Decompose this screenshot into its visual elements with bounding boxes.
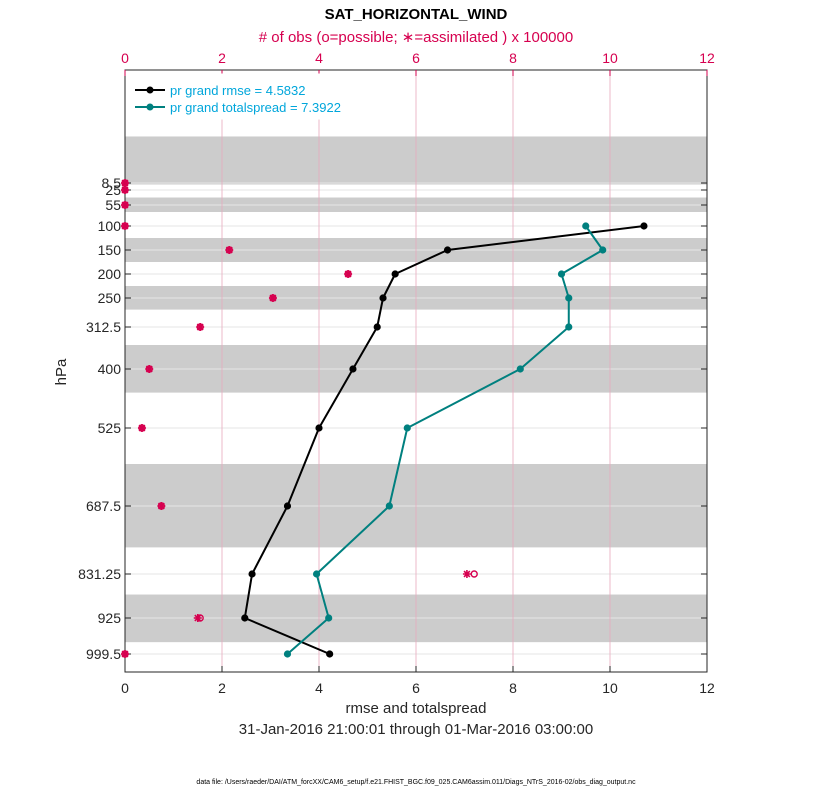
top-tick-label: 2 [218,50,226,66]
obs-assimilated-marker [121,179,129,187]
x-tick-label: 12 [699,680,715,696]
rmse-point [373,323,381,331]
totalspread-point [565,294,573,302]
obs-assimilated-marker [462,570,471,578]
totalspread-point [516,365,524,373]
totalspread-point [325,614,333,622]
obs-assimilated-marker [193,614,202,622]
rmse-point [315,424,323,432]
obs-assimilated-marker [225,246,234,254]
legend: pr grand rmse = 4.5832 pr grand totalspr… [128,73,366,120]
y-tick-label: 8.5 [102,175,122,191]
obs-assimilated-marker [344,270,353,278]
totalspread-point [283,650,292,658]
y-tick-label: 999.5 [86,646,121,662]
totalspread-point [557,270,566,278]
x-tick-label: 10 [602,680,618,696]
y-axis-label: hPa [53,358,70,385]
footer-data-file: data file: /Users/raeder/DAI/ATM_forcXX/… [196,779,636,786]
y-tick-label: 831.25 [78,566,121,582]
top-tick-label: 12 [699,50,715,66]
top-tick-label: 6 [412,50,420,66]
grid-lines [125,70,707,672]
top-tick-label: 0 [121,50,129,66]
y-tick-label: 525 [98,420,122,436]
y-tick-label: 55 [105,197,121,213]
x-tick-label: 4 [315,680,323,696]
totalspread-point [582,222,590,230]
y-tick-label: 200 [98,266,122,282]
totalspread-point [599,246,607,254]
totalspread-point [403,424,411,432]
rmse-point [349,365,357,373]
date-range-label: 31-Jan-2016 21:00:01 through 01-Mar-2016… [239,721,593,738]
obs-possible-marker [470,570,478,578]
y-tick-label: 25 [105,182,121,198]
obs-assimilated-marker [145,365,154,373]
rmse-point [379,294,387,302]
x-tick-label: 8 [509,680,517,696]
chart-title: SAT_HORIZONTAL_WIND [325,6,508,23]
legend-label-totalspread: pr grand totalspread = 7.3922 [170,100,341,115]
totalspread-point [385,502,393,510]
obs-assimilated-marker [268,294,277,302]
top-tick-label: 10 [602,50,618,66]
totalspread-point [565,323,573,331]
y-tick-label: 687.5 [86,498,121,514]
legend-label-rmse: pr grand rmse = 4.5832 [170,83,306,98]
x-axis-label: rmse and totalspread [346,700,487,717]
top-axis-ticks: 0 2 4 6 8 10 12 [121,50,715,76]
x-tick-label: 6 [412,680,420,696]
y-tick-label: 150 [98,242,122,258]
rmse-point [640,222,648,230]
y-tick-label: 925 [98,610,122,626]
rmse-point [391,270,399,278]
y-tick-label: 250 [98,290,122,306]
bottom-axis-ticks: 0 2 4 6 8 10 12 [121,666,715,696]
obs-assimilated-marker [121,650,129,658]
top-tick-label: 8 [509,50,517,66]
y-tick-label: 312.5 [86,319,121,335]
y-tick-label: 400 [98,361,122,377]
obs-assimilated-marker [121,186,129,194]
rmse-point [443,246,452,254]
obs-assimilated-marker [121,222,129,230]
legend-marker-totalspread [146,103,154,111]
rmse-point [241,614,249,622]
legend-marker-rmse [146,86,154,94]
totalspread-point [312,570,321,578]
obs-assimilated-marker [137,424,146,432]
x-tick-label: 0 [121,680,129,696]
obs-assimilated-marker [121,201,129,209]
y-tick-label: 100 [98,218,122,234]
legend-box [128,73,366,120]
series-layer [241,222,648,658]
rmse-point [326,650,334,658]
rmse-point [248,570,256,578]
obs-assimilated-marker [196,323,205,331]
rmse-point [283,502,292,510]
top-tick-label: 4 [315,50,323,66]
top-axis-label: # of obs (o=possible; ∗=assimilated ) x … [259,29,573,46]
x-tick-label: 2 [218,680,226,696]
obs-markers [121,179,478,658]
obs-assimilated-marker [157,502,166,510]
